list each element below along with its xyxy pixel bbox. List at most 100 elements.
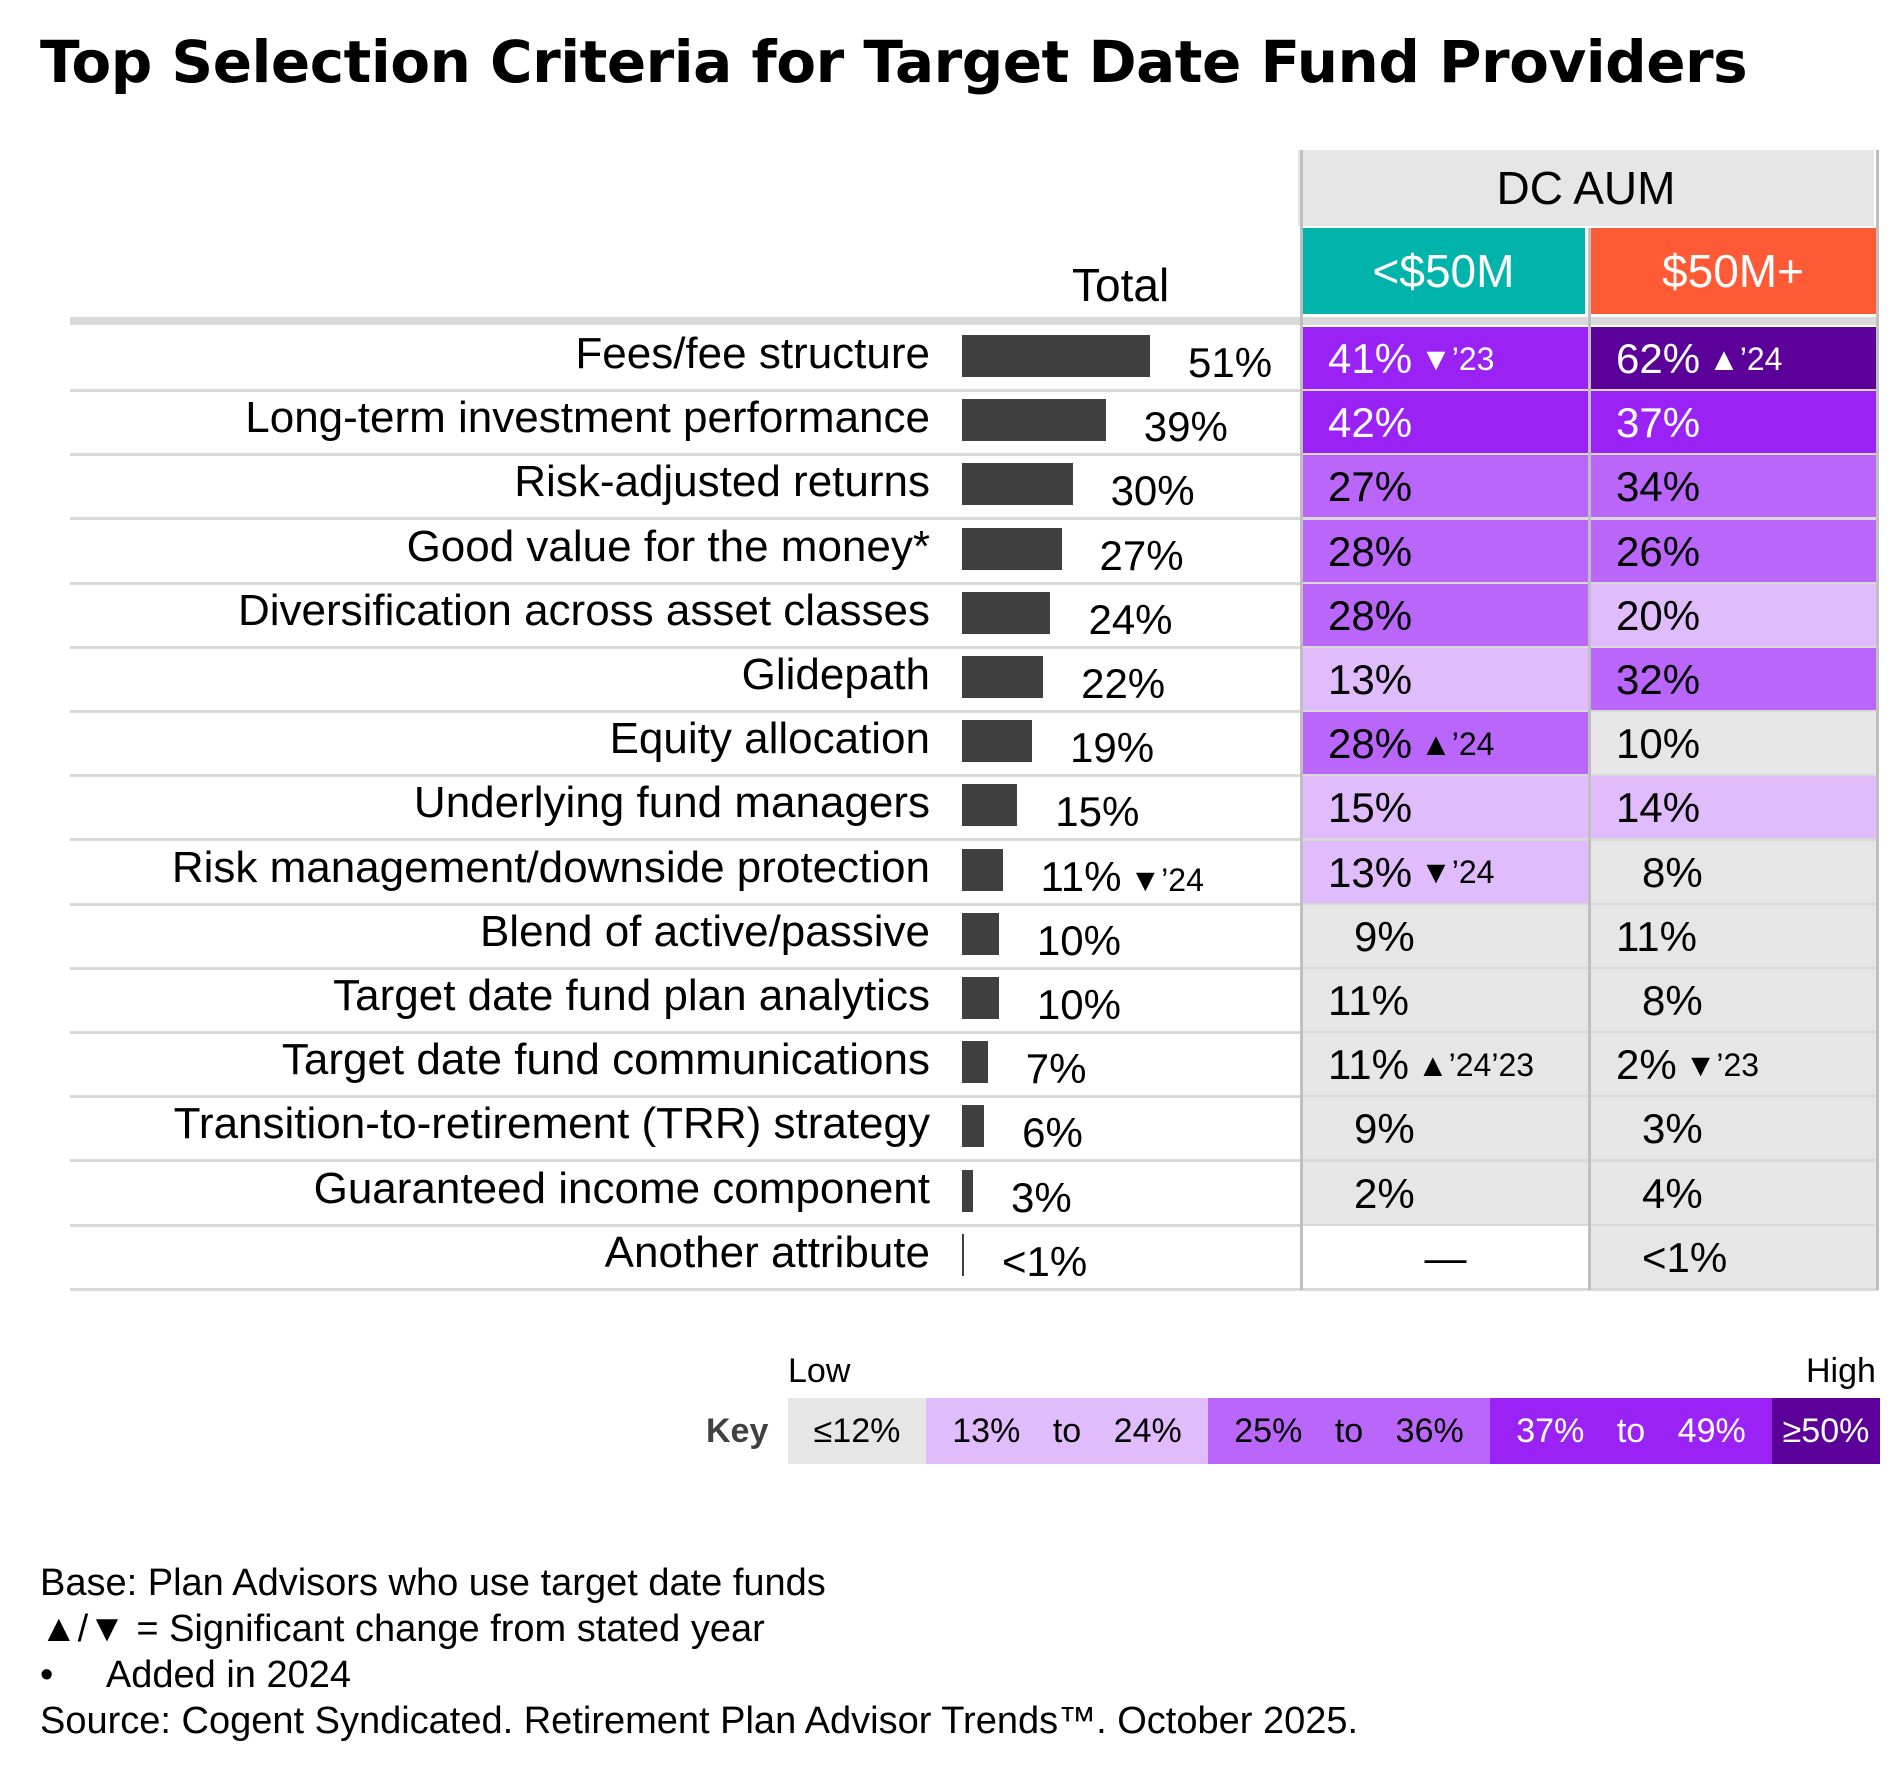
table-row: Another attribute <1% — <1% [70, 1225, 1878, 1290]
significance-marker: ▼’24 [1129, 861, 1204, 898]
table-row: Underlying fund managers 15% 15% 14% [70, 776, 1878, 841]
cell-under-50m: 15% [1302, 776, 1589, 841]
total-bar [962, 1105, 985, 1148]
total-value: 6% [1022, 1109, 1083, 1157]
total-value-text: 15% [1055, 788, 1140, 836]
table-row: Fees/fee structure 51% 41% ▼’23 62% ▲’24 [70, 327, 1878, 391]
cell-50m-plus: 3% [1590, 1097, 1878, 1162]
cell-value: 27% [1328, 463, 1413, 511]
cell-value: 13% [1328, 656, 1413, 703]
significance-marker: ▼’24 [1420, 854, 1495, 891]
row-label: Glidepath [741, 650, 930, 699]
column-divider [1876, 150, 1879, 1290]
cell-50m-plus: 26% [1590, 519, 1878, 584]
total-bar [962, 656, 1044, 698]
row-label: Target date fund plan analytics [333, 971, 930, 1020]
cell-value: 8% [1642, 848, 1703, 896]
cell-value: 11% [1328, 1041, 1409, 1089]
cell-under-50m: 11% ▲’24’23 [1302, 1033, 1589, 1098]
total-value-text: 51% [1188, 339, 1273, 386]
key-bin: 25% to 36% [1208, 1398, 1490, 1464]
cell-under-50m: 13% ▼’24 [1302, 840, 1589, 905]
cell-50m-plus: 34% [1590, 455, 1878, 520]
row-divider [70, 902, 1878, 906]
table-row: Blend of active/passive 10% 9% 11% [70, 904, 1878, 969]
row-divider [70, 581, 1878, 585]
total-value-text: 39% [1143, 403, 1228, 451]
segment-header-under-50m: <$50M [1302, 228, 1585, 314]
total-value-text: 30% [1110, 467, 1195, 515]
row-label: Long-term investment performance [245, 393, 930, 443]
cell-value: 3% [1642, 1105, 1703, 1153]
total-value: 7% [1026, 1045, 1087, 1093]
cell-50m-plus: 8% [1590, 840, 1878, 905]
key-bin-text: to [1052, 1411, 1082, 1450]
cell-value: 26% [1616, 527, 1701, 575]
total-value: 22% [1081, 660, 1165, 708]
key-bin-text: 24% [1113, 1411, 1182, 1450]
cell-value: 28% [1328, 591, 1413, 639]
total-value-text: <1% [1002, 1237, 1088, 1285]
cell-value: 2% [1354, 1169, 1415, 1217]
row-divider [70, 774, 1878, 778]
total-value: 39% [1144, 403, 1228, 451]
total-bar [962, 399, 1106, 442]
header-rule [70, 317, 1878, 325]
total-bar [962, 977, 999, 1019]
total-value-text: 19% [1070, 724, 1155, 772]
total-value-text: 6% [1022, 1109, 1083, 1157]
cell-value: 2% [1616, 1041, 1677, 1089]
cell-value: 28% [1328, 720, 1413, 768]
row-divider [70, 1223, 1878, 1227]
total-value-text: 7% [1025, 1045, 1087, 1093]
key-bin-text: to [1616, 1411, 1646, 1450]
row-divider [70, 1095, 1878, 1099]
cell-value: <1% [1642, 1233, 1728, 1281]
row-divider [70, 1031, 1878, 1034]
total-value: 27% [1100, 532, 1184, 580]
total-bar [962, 720, 1033, 763]
row-label: Good value for the money* [406, 521, 930, 571]
cell-under-50m: 28% ▲’24 [1302, 712, 1589, 777]
total-bar [962, 1041, 988, 1084]
key-bin: ≤12% [788, 1398, 926, 1464]
total-value: 19% [1070, 724, 1154, 772]
cell-value: 4% [1642, 1169, 1703, 1217]
cell-50m-plus: 2% ▼’23 [1590, 1033, 1878, 1098]
cell-value: 10% [1616, 720, 1701, 768]
segment-header-50m-plus: $50M+ [1590, 228, 1876, 314]
key-title: Key [706, 1412, 769, 1450]
cell-value: 42% [1328, 399, 1413, 447]
cell-50m-plus: 10% [1590, 712, 1878, 777]
cell-under-50m: 42% [1302, 391, 1589, 456]
footnote-base: Base: Plan Advisors who use target date … [40, 1562, 826, 1604]
table-row: Target date fund plan analytics 10% 11% 8% [70, 969, 1878, 1033]
footnote-significance: ▲/▼ = Significant change from stated yea… [40, 1608, 765, 1650]
table-row: Risk-adjusted returns 30% 27% 34% [70, 455, 1878, 520]
significance-marker: ▲’24 [1420, 725, 1495, 762]
row-divider [70, 966, 1878, 970]
total-value-text: 27% [1099, 531, 1184, 579]
column-divider [1300, 150, 1303, 1290]
key-bin-text: ≥50% [1782, 1411, 1870, 1450]
significance-marker: ▲’24 [1708, 340, 1783, 377]
total-value: 10% [1037, 917, 1121, 965]
total-bar [962, 848, 1003, 891]
footnote-bullet: • [40, 1654, 54, 1696]
chart-title: Top Selection Criteria for Target Date F… [40, 28, 1748, 96]
column-divider [1588, 228, 1591, 1290]
total-bar [962, 1233, 964, 1276]
footnote-added: • Added in 2024 [40, 1654, 351, 1697]
cell-50m-plus: 8% [1590, 969, 1878, 1033]
row-label: Equity allocation [609, 714, 930, 764]
cell-value: 41% [1328, 335, 1413, 382]
total-bar [962, 463, 1073, 506]
key-bin: 13% to 24% [926, 1398, 1208, 1464]
cell-50m-plus: 20% [1590, 583, 1878, 648]
cell-value: 14% [1616, 784, 1701, 832]
cell-under-50m: — [1302, 1225, 1589, 1290]
total-value: 30% [1111, 467, 1195, 515]
row-label: Transition-to-retirement (TRR) strategy [173, 1099, 930, 1149]
key-bin-text: 13% [952, 1411, 1021, 1450]
cell-value: 13% [1328, 848, 1413, 896]
